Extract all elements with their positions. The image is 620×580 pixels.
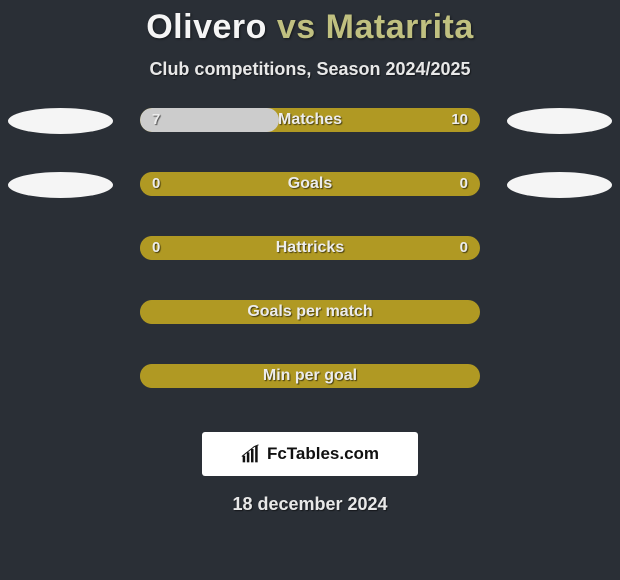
player1-marker	[8, 108, 113, 134]
player1-marker	[8, 172, 113, 198]
stat-rows: 710Matches 00Goals 00Hattricks Goals per ma…	[0, 108, 620, 410]
stat-bar: 00Goals	[140, 172, 480, 196]
stat-label: Matches	[140, 108, 480, 132]
stat-row: Goals per match	[0, 300, 620, 346]
badge-text: FcTables.com	[267, 444, 379, 464]
stat-bar: 00Hattricks	[140, 236, 480, 260]
title: Olivero vs Matarrita	[0, 8, 620, 47]
stat-bar: Min per goal	[140, 364, 480, 388]
stat-bar: Goals per match	[140, 300, 480, 324]
stat-row: 710Matches	[0, 108, 620, 154]
bar-chart-icon	[241, 444, 261, 464]
stat-label: Goals	[140, 172, 480, 196]
player2-marker	[507, 108, 612, 134]
stat-label: Hattricks	[140, 236, 480, 260]
subtitle: Club competitions, Season 2024/2025	[0, 59, 620, 80]
stats-card: Olivero vs Matarrita Club competitions, …	[0, 0, 620, 515]
source-badge[interactable]: FcTables.com	[202, 432, 418, 476]
date: 18 december 2024	[0, 494, 620, 515]
player2-marker	[507, 172, 612, 198]
title-vs: vs	[277, 8, 316, 46]
title-player2: Matarrita	[326, 8, 474, 46]
stat-row: 00Hattricks	[0, 236, 620, 282]
stat-bar: 710Matches	[140, 108, 480, 132]
stat-label: Goals per match	[140, 300, 480, 324]
title-player1: Olivero	[146, 8, 267, 46]
stat-row: 00Goals	[0, 172, 620, 218]
stat-label: Min per goal	[140, 364, 480, 388]
stat-row: Min per goal	[0, 364, 620, 410]
